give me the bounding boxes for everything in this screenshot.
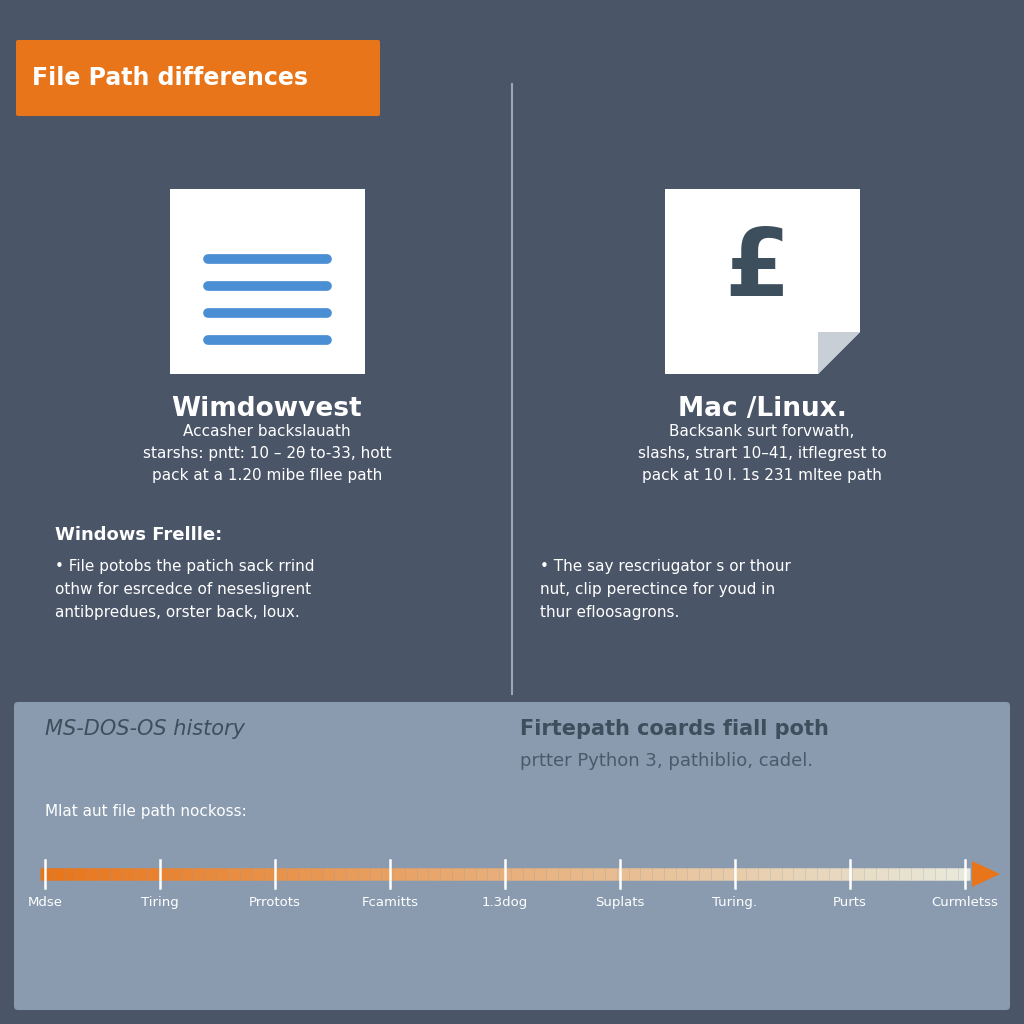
Text: Wimdowvest: Wimdowvest xyxy=(172,396,362,422)
Text: • The say rescriugator s or thour
nut, clip perectince for youd in
thur efloosag: • The say rescriugator s or thour nut, c… xyxy=(540,559,791,620)
FancyBboxPatch shape xyxy=(16,40,380,116)
Text: Purts: Purts xyxy=(834,896,867,909)
Polygon shape xyxy=(665,189,860,374)
Text: Firtepath coards fiall poth: Firtepath coards fiall poth xyxy=(520,719,828,739)
Text: prtter Python 3, pathiblio, cadel.: prtter Python 3, pathiblio, cadel. xyxy=(520,752,813,770)
Text: Tiring: Tiring xyxy=(141,896,179,909)
Text: Accasher backslauath
starshs: pntt: 10 – 2θ to-33, hott
pack at a 1.20 mibe flle: Accasher backslauath starshs: pntt: 10 –… xyxy=(142,424,391,483)
Text: Suplats: Suplats xyxy=(595,896,645,909)
Text: £: £ xyxy=(725,223,791,315)
Polygon shape xyxy=(818,332,860,374)
Text: Turing.: Turing. xyxy=(713,896,758,909)
Text: Mlat aut file path nockoss:: Mlat aut file path nockoss: xyxy=(45,804,247,819)
Text: Fcamitts: Fcamitts xyxy=(361,896,419,909)
Text: Windows Frellle:: Windows Frellle: xyxy=(55,526,222,544)
Text: MS-DOS-OS history: MS-DOS-OS history xyxy=(45,719,245,739)
Text: Prrotots: Prrotots xyxy=(249,896,301,909)
Text: Mac /Linux.: Mac /Linux. xyxy=(678,396,847,422)
Text: Backsank surt forvwath,
slashs, strart 10–41, itflegrest to
pack at 10 l. 1s 231: Backsank surt forvwath, slashs, strart 1… xyxy=(638,424,887,483)
Text: Mdse: Mdse xyxy=(28,896,62,909)
Text: • File potobs the patich sack rrind
othw for esrcedce of nesesligrent
antibpredu: • File potobs the patich sack rrind othw… xyxy=(55,559,314,620)
FancyBboxPatch shape xyxy=(170,189,365,374)
Text: File Path differences: File Path differences xyxy=(32,66,308,90)
Text: Curmletss: Curmletss xyxy=(932,896,998,909)
FancyBboxPatch shape xyxy=(14,702,1010,1010)
Polygon shape xyxy=(972,861,1000,887)
Text: 1.3dog: 1.3dog xyxy=(482,896,528,909)
